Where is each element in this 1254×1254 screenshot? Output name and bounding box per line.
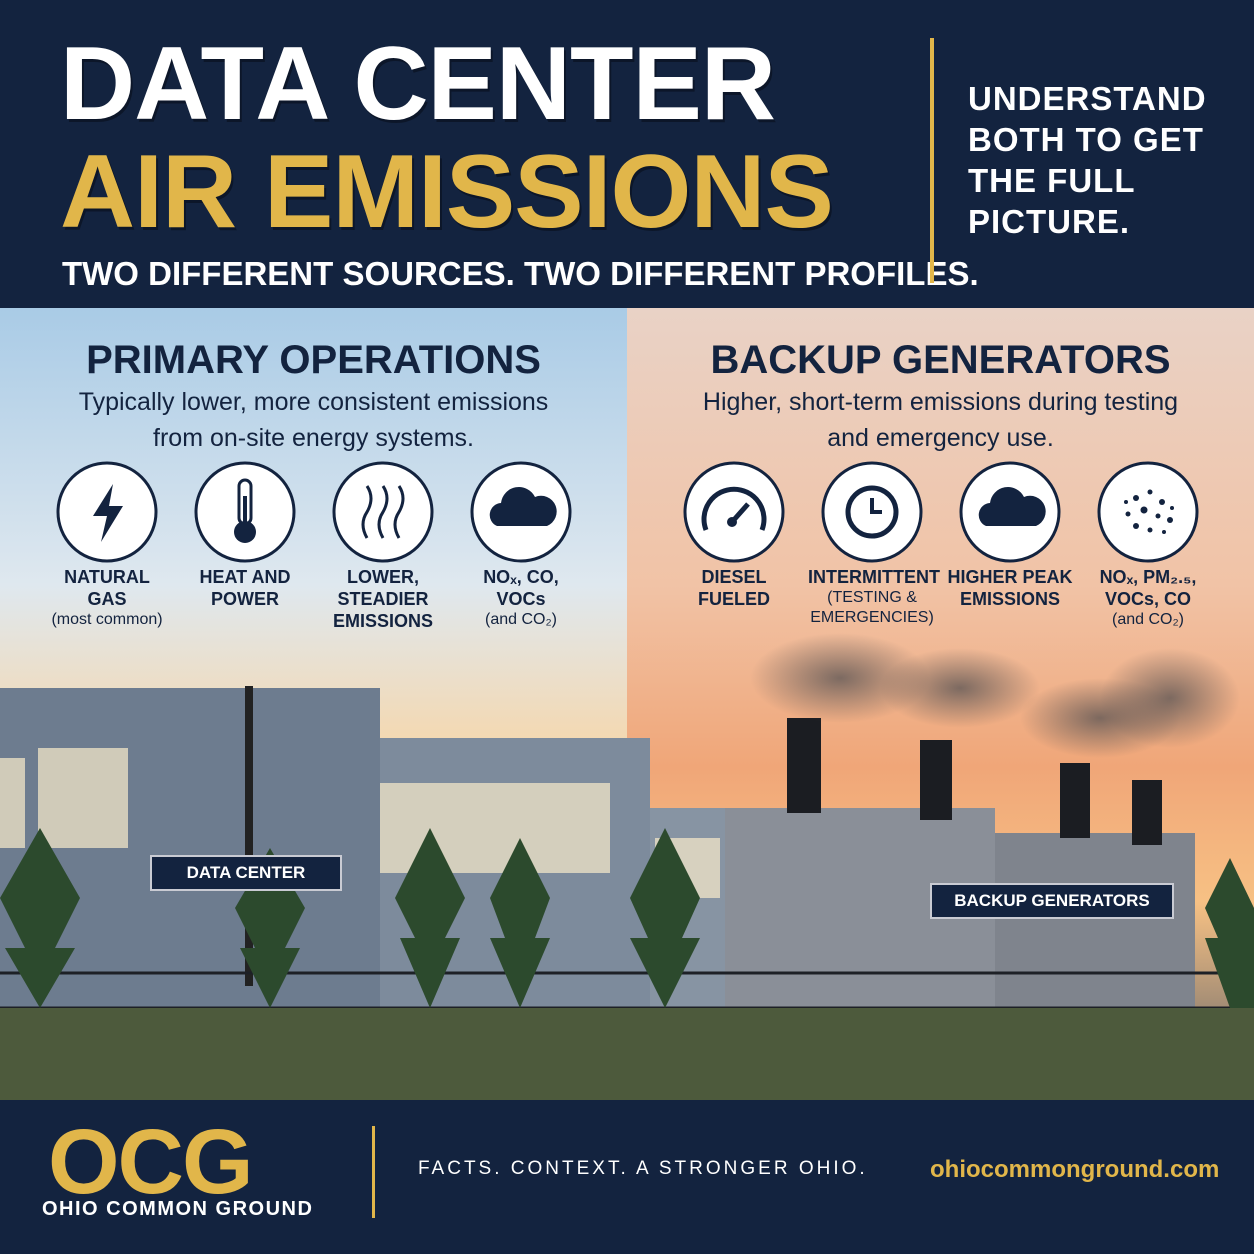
icon-item: HIGHER PEAK EMISSIONS bbox=[941, 460, 1079, 630]
item-label: NOₓ, PM₂.₅, VOCs, CO bbox=[1099, 567, 1197, 609]
icon bbox=[683, 461, 785, 563]
item-note: (TESTING & EMERGENCIES) bbox=[810, 589, 934, 626]
logo: OCG bbox=[48, 1111, 254, 1213]
panel-description: Typically lower, more consistent emissio… bbox=[78, 388, 549, 452]
item-label: NOₓ, CO, VOCs bbox=[483, 567, 559, 609]
icon-row: DIESEL FUELED INTERMITTENT (TESTING & EM… bbox=[665, 460, 1217, 630]
icon bbox=[332, 461, 434, 563]
item-label: HEAT AND POWER bbox=[199, 567, 291, 609]
icon bbox=[194, 461, 296, 563]
icon-item: NATURAL GAS (most common) bbox=[38, 460, 176, 632]
side-note: UNDERSTAND BOTH TO GET THE FULL PICTURE. bbox=[968, 80, 1207, 240]
icon bbox=[1097, 461, 1199, 563]
header: DATA CENTER AIR EMISSIONS TWO DIFFERENT … bbox=[0, 0, 1254, 308]
icon bbox=[470, 461, 572, 563]
icon-item: LOWER, STEADIER EMISSIONS bbox=[314, 460, 452, 632]
item-label: HIGHER PEAK EMISSIONS bbox=[947, 567, 1073, 609]
title-line: AIR EMISSIONS bbox=[60, 134, 834, 250]
icon-item: NOₓ, PM₂.₅, VOCs, CO (and CO₂) bbox=[1079, 460, 1217, 630]
icon bbox=[821, 461, 923, 563]
panel-description: Higher, short-term emissions during test… bbox=[702, 388, 1179, 452]
title-line: DATA CENTER bbox=[60, 26, 776, 142]
item-note: (and CO₂) bbox=[1111, 611, 1184, 628]
item-label: DIESEL FUELED bbox=[698, 567, 770, 609]
panel: PRIMARY OPERATIONS Typically lower, more… bbox=[0, 308, 627, 1100]
item-note: (and CO₂) bbox=[484, 611, 557, 628]
icon bbox=[56, 461, 158, 563]
photo-label: BACKUP GENERATORS bbox=[930, 883, 1174, 919]
panel-title: PRIMARY OPERATIONS bbox=[86, 338, 541, 382]
icon bbox=[959, 461, 1061, 563]
divider bbox=[372, 1126, 375, 1218]
item-label: NATURAL GAS bbox=[64, 567, 150, 609]
tagline: FACTS. CONTEXT. A STRONGER OHIO. bbox=[418, 1158, 868, 1179]
icon-item: INTERMITTENT (TESTING & EMERGENCIES) bbox=[803, 460, 941, 630]
icon-item: DIESEL FUELED bbox=[665, 460, 803, 630]
icon-item: HEAT AND POWER bbox=[176, 460, 314, 632]
website[interactable]: ohiocommonground.com bbox=[930, 1156, 1220, 1183]
item-label: INTERMITTENT bbox=[808, 567, 940, 587]
photo-label: DATA CENTER bbox=[150, 855, 342, 891]
panel-title: BACKUP GENERATORS bbox=[710, 338, 1171, 382]
icon-item: NOₓ, CO, VOCs (and CO₂) bbox=[452, 460, 590, 632]
organization: OHIO COMMON GROUND bbox=[42, 1198, 314, 1220]
subtitle: TWO DIFFERENT SOURCES. TWO DIFFERENT PRO… bbox=[62, 255, 979, 292]
icon-row: NATURAL GAS (most common) HEAT AND POWER… bbox=[38, 460, 590, 632]
panel: BACKUP GENERATORS Higher, short-term emi… bbox=[627, 308, 1254, 1100]
item-label: LOWER, STEADIER EMISSIONS bbox=[332, 567, 434, 631]
photo-scene bbox=[0, 308, 1254, 1100]
divider bbox=[930, 38, 934, 283]
item-note: (most common) bbox=[51, 611, 163, 628]
footer: OCG OHIO COMMON GROUND FACTS. CONTEXT. A… bbox=[0, 1100, 1254, 1254]
